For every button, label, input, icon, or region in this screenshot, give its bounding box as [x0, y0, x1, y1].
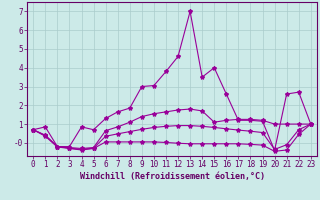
X-axis label: Windchill (Refroidissement éolien,°C): Windchill (Refroidissement éolien,°C)	[79, 172, 265, 181]
